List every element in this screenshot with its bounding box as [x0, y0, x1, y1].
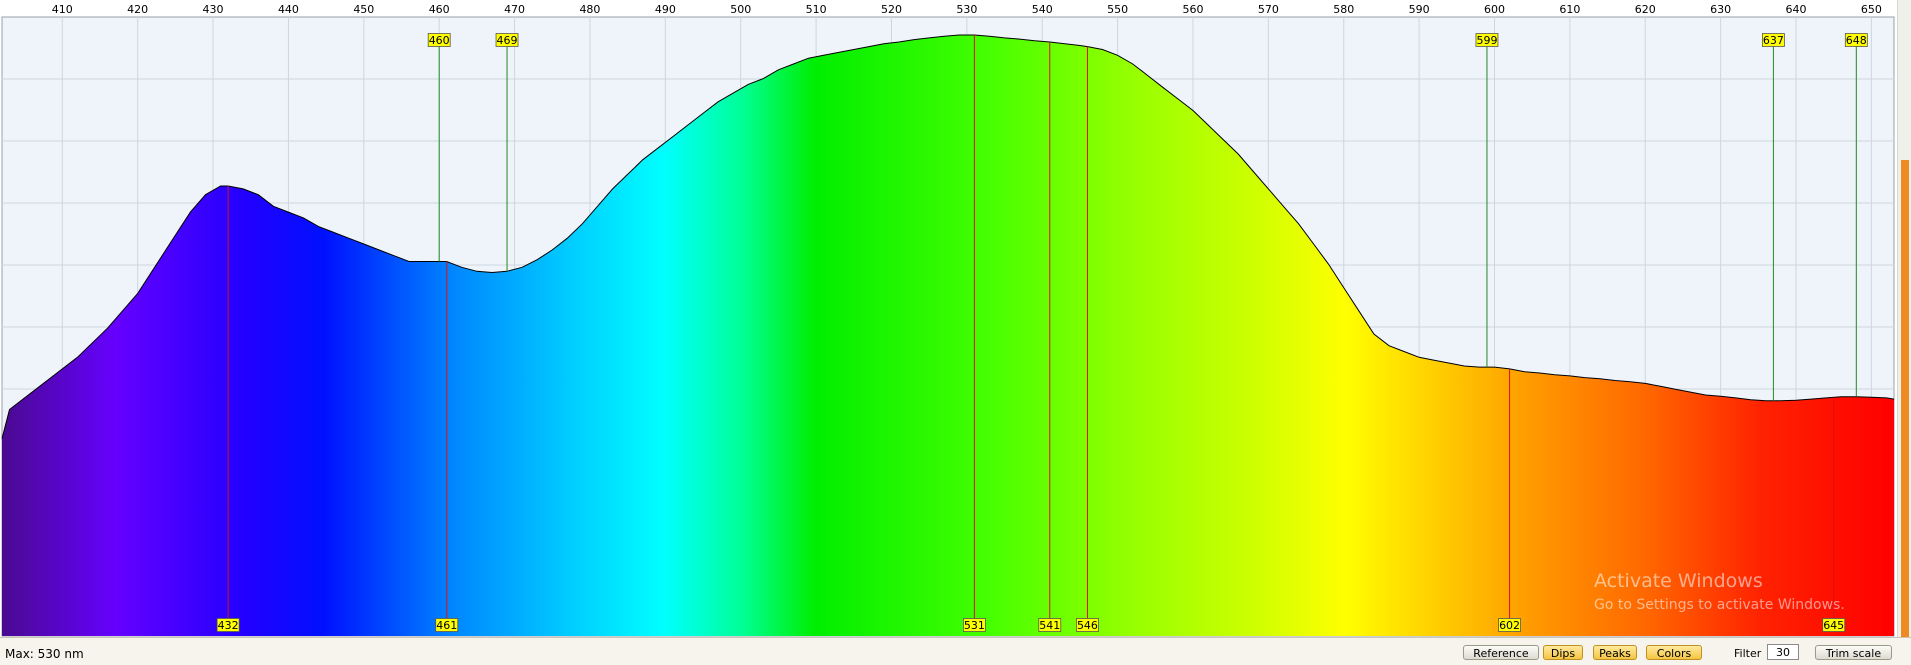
- peak-label: 432: [218, 619, 239, 632]
- x-tick-label: 510: [806, 3, 827, 16]
- peak-label-box: [435, 618, 459, 632]
- peak-label: 645: [1823, 619, 1844, 632]
- x-tick-label: 530: [956, 3, 977, 16]
- x-tick-label: 610: [1559, 3, 1580, 16]
- x-tick-label: 410: [52, 3, 73, 16]
- dip-label: 637: [1763, 34, 1784, 47]
- watermark-subtitle: Go to Settings to activate Windows.: [1594, 597, 1845, 613]
- x-tick-label: 650: [1861, 3, 1882, 16]
- spectrum-curve: [1, 34, 1895, 439]
- x-tick-label: 500: [730, 3, 751, 16]
- colors-toggle[interactable]: Colors: [1646, 645, 1702, 660]
- dips-toggle[interactable]: Dips: [1543, 645, 1583, 660]
- x-tick-label: 470: [504, 3, 525, 16]
- watermark-title: Activate Windows: [1594, 570, 1763, 592]
- x-tick-label: 540: [1032, 3, 1053, 16]
- peak-label-box: [1822, 618, 1846, 632]
- x-axis: 410 420 430 440 450 460 470 480 490 500 510 520 530 5…: [52, 3, 1882, 16]
- peak-label: 602: [1499, 619, 1520, 632]
- x-tick-label: 450: [353, 3, 374, 16]
- peak-label-box: [962, 618, 986, 632]
- spectrum-area-group: [1, 34, 1895, 636]
- dip-label: 648: [1846, 34, 1867, 47]
- peaks-toggle[interactable]: Peaks: [1593, 645, 1637, 660]
- x-tick-label: 430: [203, 3, 224, 16]
- status-bar: Max: 530 nm Reference Dips Peaks Colors …: [0, 637, 1911, 665]
- x-tick-label: 590: [1409, 3, 1430, 16]
- x-tick-label: 620: [1635, 3, 1656, 16]
- x-tick-label: 490: [655, 3, 676, 16]
- dip-label: 460: [429, 34, 450, 47]
- x-tick-label: 460: [429, 3, 450, 16]
- markers: 432 461 531 541 546 602 645 460 469 599 637 648: [216, 33, 1868, 632]
- peak-label: 531: [964, 619, 985, 632]
- peak-label: 461: [436, 619, 457, 632]
- peak-label-box: [216, 618, 240, 632]
- x-tick-label: 520: [881, 3, 902, 16]
- dip-label-box: [427, 33, 451, 47]
- spectrum-chart: 410 420 430 440 450 460 470 480 490 500 510 520 530 5…: [1, 3, 1895, 637]
- x-tick-label: 580: [1333, 3, 1354, 16]
- dip-label: 469: [497, 34, 518, 47]
- scrollbar-thumb[interactable]: [1901, 160, 1909, 638]
- x-tick-label: 630: [1710, 3, 1731, 16]
- filter-input[interactable]: [1767, 644, 1799, 660]
- x-tick-label: 420: [127, 3, 148, 16]
- peak-label-box: [1038, 618, 1062, 632]
- dip-label-box: [1761, 33, 1785, 47]
- x-tick-label: 560: [1182, 3, 1203, 16]
- peak-label: 541: [1039, 619, 1060, 632]
- max-wavelength-readout: Max: 530 nm: [5, 647, 84, 661]
- trim-scale-button[interactable]: Trim scale: [1815, 645, 1892, 660]
- dip-label-box: [495, 33, 519, 47]
- activate-windows-watermark: Activate Windows Go to Settings to activ…: [1594, 570, 1845, 613]
- reference-button[interactable]: Reference: [1463, 645, 1539, 660]
- dip-label: 599: [1476, 34, 1497, 47]
- dip-label-box: [1475, 33, 1499, 47]
- x-tick-label: 440: [278, 3, 299, 16]
- spectrum-area: [2, 35, 1894, 636]
- peak-label-box: [1076, 618, 1099, 632]
- x-tick-label: 600: [1484, 3, 1505, 16]
- peak-label-box: [1498, 618, 1521, 632]
- peak-label: 546: [1077, 619, 1098, 632]
- x-tick-label: 480: [579, 3, 600, 16]
- x-tick-label: 640: [1786, 3, 1807, 16]
- filter-label: Filter: [1734, 647, 1762, 660]
- x-tick-label: 570: [1258, 3, 1279, 16]
- dip-label-box: [1844, 33, 1868, 47]
- x-tick-label: 550: [1107, 3, 1128, 16]
